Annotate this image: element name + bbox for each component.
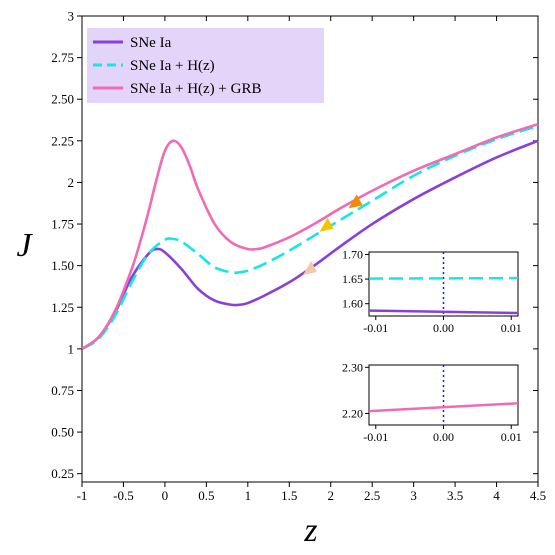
x-tick-label: 1 — [245, 488, 252, 503]
triangle-marker-0 — [348, 194, 363, 209]
x-tick-label: -1 — [77, 488, 88, 503]
main-chart: -1 -0.5 0 0.5 1 1.5 2 2.5 3 3.5 4 4.5 0.25 0.50 0.75 1 1… — [51, 9, 546, 504]
y-tick-label: 3 — [68, 9, 75, 24]
y-tick-label: 2 — [68, 175, 75, 190]
triangle-marker-2 — [303, 260, 317, 275]
inset-y-tick-label: 1.70 — [342, 247, 363, 261]
x-axis-label: z — [303, 512, 317, 549]
series-line-1 — [81, 124, 539, 351]
inset-y-tick-label: 2.30 — [342, 360, 363, 374]
y-tick-label: 1.75 — [51, 217, 74, 232]
inset-x-tick-label: 0.00 — [433, 430, 454, 444]
y-tick-label: 0.25 — [51, 466, 74, 481]
inset-y-tick-label: 2.20 — [342, 406, 363, 420]
inset-series-line-0 — [368, 402, 519, 413]
inset-x-tick-label: 0.00 — [433, 321, 454, 335]
y-axis-label: J — [16, 227, 33, 264]
x-tick-label: 1.5 — [281, 488, 297, 503]
x-tick-label: 2 — [327, 488, 334, 503]
triangle-marker-1 — [319, 217, 334, 232]
inset-x-tick-label: -0.01 — [363, 321, 388, 335]
y-tick-label: 2.50 — [51, 92, 74, 107]
x-tick-label: 4 — [493, 488, 500, 503]
y-tick-label: 1.25 — [51, 300, 74, 315]
plot-frame — [81, 15, 539, 483]
x-tick-label: 4.5 — [530, 488, 546, 503]
x-tick-label: 3 — [410, 488, 417, 503]
inset-chart-upper: -0.01 0.00 0.01 1.60 1.65 1.70 — [342, 247, 522, 335]
y-tick-label: 2.75 — [51, 50, 74, 65]
inset-x-tick-label: 0.01 — [501, 321, 522, 335]
inset-y-tick-label: 1.65 — [342, 272, 363, 286]
inset-chart-lower: -0.01 0.00 0.01 2.20 2.30 — [342, 360, 522, 444]
x-tick-label: 0 — [162, 488, 169, 503]
series-line-0 — [81, 139, 539, 350]
inset-x-tick-label: 0.01 — [501, 430, 522, 444]
x-tick-label: 2.5 — [364, 488, 380, 503]
x-tick-label: -0.5 — [113, 488, 134, 503]
legend-label-1: SNe Ia + H(z) — [130, 58, 215, 74]
x-tick-label: 0.5 — [198, 488, 214, 503]
inset-series-line-1 — [368, 309, 519, 315]
y-tick-label: 2.25 — [51, 133, 74, 148]
x-tick-label: 3.5 — [447, 488, 463, 503]
legend-label-2: SNe Ia + H(z) + GRB — [130, 81, 261, 97]
legend-label-0: SNe Ia — [130, 35, 172, 51]
y-tick-label: 0.50 — [51, 425, 74, 440]
inset-x-tick-label: -0.01 — [363, 430, 388, 444]
legend: SNe Ia SNe Ia + H(z) SNe Ia + H(z) + GRB — [87, 28, 324, 103]
inset-y-tick-label: 1.60 — [342, 297, 363, 311]
y-tick-label: 0.75 — [51, 383, 74, 398]
y-tick-label: 1 — [68, 341, 75, 356]
y-tick-label: 1.50 — [51, 258, 74, 273]
series-line-2 — [81, 122, 539, 350]
legend-box — [87, 28, 324, 103]
